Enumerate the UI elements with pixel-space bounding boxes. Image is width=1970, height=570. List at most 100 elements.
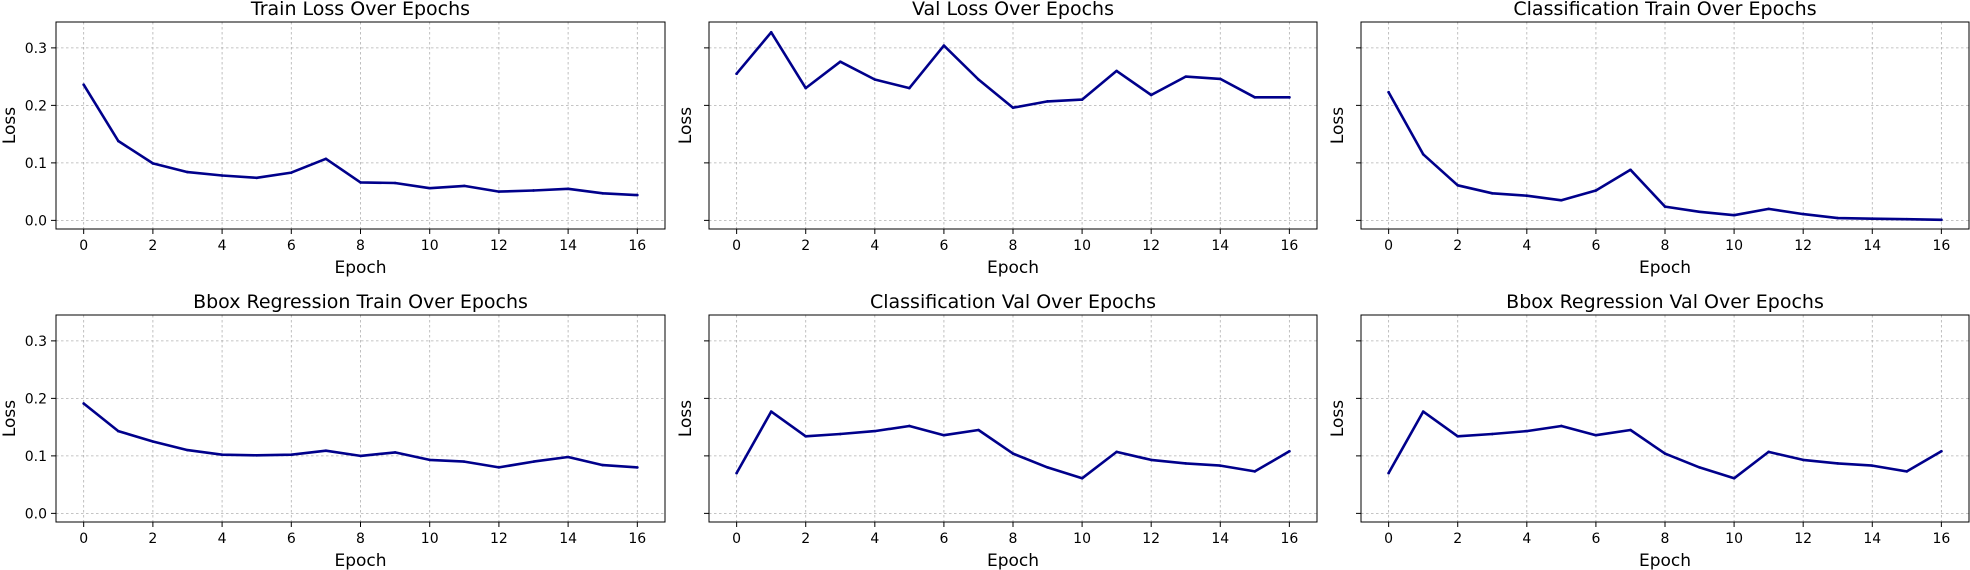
data-point: [1905, 217, 1909, 221]
x-tick-label: 16: [1280, 238, 1298, 254]
data-point: [393, 451, 397, 454]
data-point: [566, 455, 570, 459]
data-point: [1253, 96, 1257, 99]
data-point: [942, 44, 946, 47]
data-point: [1387, 90, 1390, 94]
chart-panel: 0 2 4 6 8 10 12 14 16 Bbox Regression Val Over Ep…: [1328, 291, 1970, 570]
y-axis-label: Loss: [0, 400, 20, 437]
data-point: [1080, 98, 1084, 101]
data-point: [1080, 477, 1084, 480]
x-tick-label: 10: [1073, 531, 1091, 547]
y-tick-label: 0.1: [25, 156, 47, 172]
x-tick-label: 14: [1863, 238, 1881, 254]
data-point: [463, 460, 466, 463]
x-tick-label: 8: [1661, 531, 1670, 547]
plot-frame: [708, 314, 1318, 523]
x-tick-label: 12: [1142, 531, 1160, 547]
plot-frame: [55, 21, 666, 230]
data-point: [1560, 198, 1563, 202]
x-axis-label: Epoch: [987, 551, 1039, 570]
data-point: [82, 83, 85, 86]
data-point: [1525, 429, 1529, 433]
y-tick-label: 0.1: [25, 449, 47, 465]
data-point: [116, 139, 120, 143]
data-point: [1011, 106, 1015, 109]
data-point: [1149, 93, 1153, 97]
plot-frame: [708, 21, 1318, 230]
x-tick-label: 6: [1591, 238, 1600, 254]
plot-frame: [1360, 314, 1970, 523]
chart-panel: 0 2 4 6 8 10 12 14 16 0.0 0.1 0.2 0.3 Train Loss Over…: [0, 0, 666, 278]
data-point: [532, 460, 535, 463]
data-point: [359, 454, 362, 458]
x-tick-label: 14: [1211, 238, 1229, 254]
x-tick-label: 4: [218, 238, 227, 254]
data-point: [769, 410, 773, 413]
y-axis-label: Loss: [676, 400, 696, 437]
data-point: [1288, 96, 1291, 99]
x-tick-label: 16: [1932, 531, 1950, 547]
plot-frame: [1360, 21, 1970, 230]
data-point: [393, 181, 397, 185]
plot-frame: [55, 314, 666, 523]
x-tick-label: 8: [1009, 531, 1018, 547]
y-tick-label: 0.0: [25, 213, 47, 229]
x-tick-label: 14: [559, 531, 577, 547]
data-point: [1698, 210, 1701, 214]
chart-panel: 0 2 4 6 8 10 12 14 16 0.0 0.1 0.2 0.3 Bbox Regression…: [0, 291, 666, 570]
data-point: [1594, 189, 1598, 192]
data-point: [1767, 207, 1770, 211]
data-point: [1663, 452, 1667, 455]
y-tick-label: 0.3: [25, 334, 47, 350]
x-tick-label: 2: [801, 531, 810, 547]
x-tick-label: 4: [1522, 531, 1531, 547]
x-tick-label: 6: [939, 531, 948, 547]
data-point: [1870, 217, 1874, 220]
data-point: [1732, 213, 1736, 217]
data-point: [151, 440, 155, 443]
x-tick-label: 12: [1142, 238, 1160, 254]
x-tick-label: 16: [1280, 531, 1298, 547]
data-point: [1149, 458, 1153, 462]
data-point: [1421, 152, 1425, 156]
y-axis-label: Loss: [1328, 400, 1348, 437]
data-point: [1940, 218, 1943, 222]
x-tick-label: 8: [356, 531, 365, 547]
data-point: [977, 78, 980, 81]
y-axis-label: Loss: [676, 107, 696, 144]
data-point: [255, 454, 258, 457]
data-point: [1421, 410, 1425, 413]
data-point: [532, 189, 535, 192]
y-tick-label: 0.2: [25, 391, 47, 407]
data-point: [220, 174, 224, 177]
x-axis-label: Epoch: [1639, 551, 1691, 570]
data-point: [636, 193, 639, 197]
data-point: [873, 429, 877, 433]
data-point: [1732, 477, 1736, 480]
data-point: [1456, 184, 1460, 187]
data-point: [289, 171, 293, 174]
x-tick-label: 10: [1725, 531, 1743, 547]
data-point: [1490, 432, 1494, 436]
data-point: [1253, 470, 1257, 473]
x-tick-label: 0: [79, 238, 88, 254]
x-tick-label: 14: [559, 238, 577, 254]
data-point: [220, 453, 224, 457]
chart-title: Val Loss Over Epochs: [912, 0, 1114, 20]
data-point: [601, 192, 605, 195]
x-axis-label: Epoch: [334, 258, 386, 278]
x-tick-label: 12: [1794, 531, 1812, 547]
x-tick-label: 16: [628, 238, 646, 254]
chart-title: Classification Train Over Epochs: [1513, 0, 1816, 20]
data-point: [1836, 462, 1840, 465]
data-point: [1801, 458, 1805, 462]
data-point: [1184, 462, 1188, 465]
data-point: [1525, 194, 1529, 197]
data-point: [324, 449, 328, 453]
chart-title: Classification Val Over Epochs: [870, 291, 1156, 313]
y-tick-label: 0.2: [25, 98, 47, 114]
x-tick-label: 0: [79, 531, 88, 547]
x-tick-label: 6: [1591, 531, 1600, 547]
data-point: [1011, 452, 1015, 455]
data-point: [1046, 100, 1049, 103]
